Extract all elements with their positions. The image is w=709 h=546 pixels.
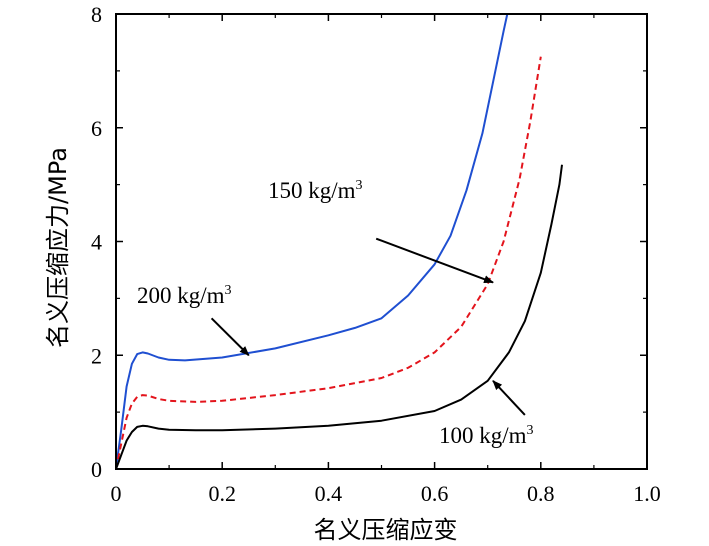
annotation-superscript: 3 [356, 178, 363, 193]
x-tick-label: 0.8 [527, 481, 555, 506]
series-line-0 [115, 13, 509, 470]
y-axis-title: 名义压缩应力/MPa [44, 147, 72, 348]
annotation-text: 200 kg/m [137, 283, 225, 308]
annotation-arrow-1 [375, 237, 494, 284]
annotation-arrow-2 [492, 380, 526, 416]
annotation-text: 100 kg/m [439, 423, 527, 448]
y-tick-label: 2 [91, 343, 102, 368]
annotation-label-0: 200 kg/m3 [137, 283, 232, 308]
y-tick-label: 6 [91, 116, 102, 141]
x-tick-label: 0.6 [421, 481, 449, 506]
annotation-label-2: 100 kg/m3 [439, 423, 534, 448]
annotation-superscript: 3 [225, 283, 232, 298]
x-tick-label: 1.0 [633, 481, 661, 506]
y-tick-label: 0 [91, 457, 102, 482]
series-line-1 [115, 56, 542, 470]
annotation-text: 150 kg/m [268, 178, 356, 203]
y-tick-label: 4 [91, 230, 102, 255]
x-tick-label: 0.2 [208, 481, 236, 506]
plot-frame [115, 13, 648, 470]
x-axis-title: 名义压缩应变 [314, 516, 458, 544]
axes: 0 0.2 0.4 0.6 0.8 1.0 0 2 4 6 8 名义压缩应变 名义压缩应力/MPa [44, 2, 661, 544]
x-tick-label: 0 [111, 481, 122, 506]
y-tick-label: 8 [91, 2, 102, 27]
series-line-2 [115, 164, 563, 470]
annotation-arrow-0 [210, 317, 250, 356]
x-tick-label: 0.4 [315, 481, 343, 506]
annotation-superscript: 3 [527, 423, 534, 438]
series-lines [115, 13, 563, 470]
annotation-label-1: 150 kg/m3 [268, 178, 363, 203]
